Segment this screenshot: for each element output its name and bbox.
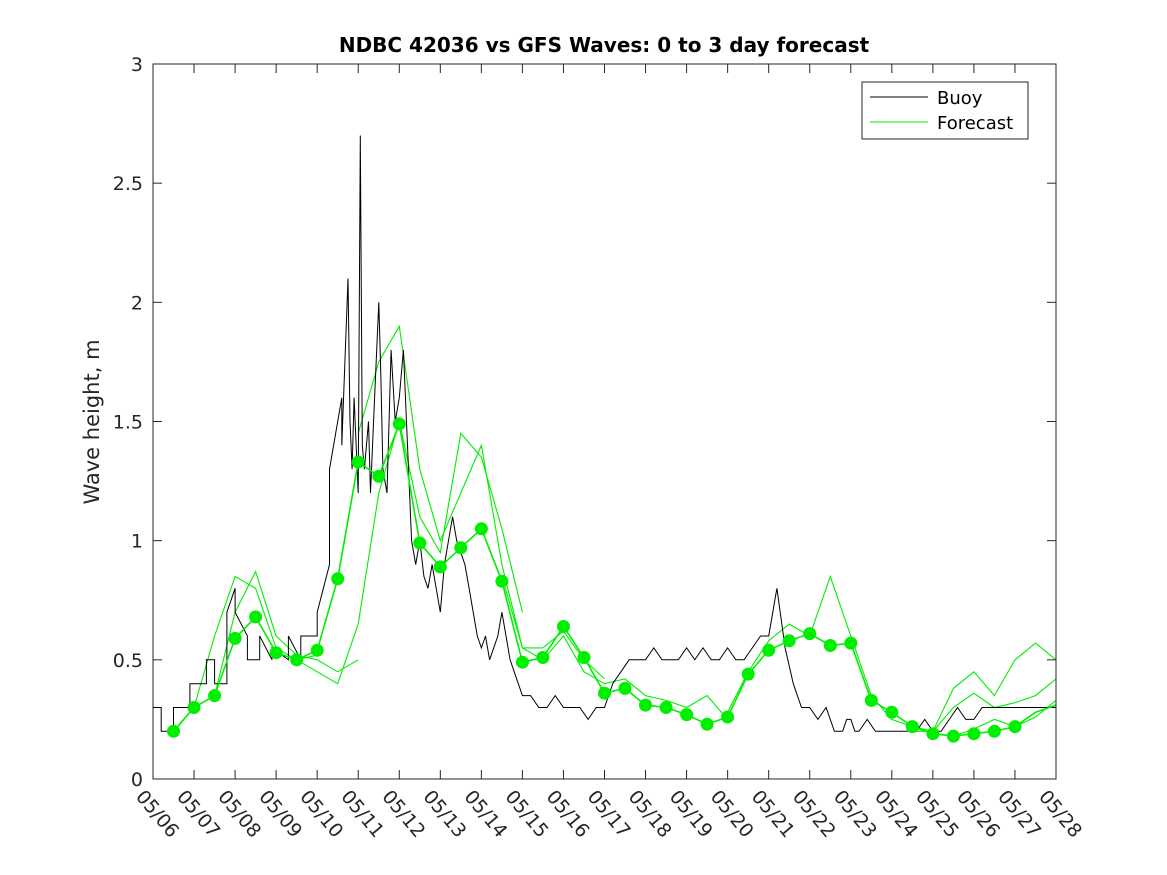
axes-background xyxy=(153,64,1056,779)
forecast-point xyxy=(290,653,304,667)
forecast-point xyxy=(762,643,776,657)
y-tick-label: 3 xyxy=(131,54,143,76)
forecast-point xyxy=(577,651,591,664)
forecast-point xyxy=(249,610,263,624)
forecast-point xyxy=(310,643,324,657)
legend-label-buoy: Buoy xyxy=(937,88,983,109)
forecast-point xyxy=(536,651,550,664)
y-tick-label: 0.5 xyxy=(113,650,143,672)
legend-box xyxy=(861,81,1029,140)
forecast-point xyxy=(823,639,837,652)
forecast-point xyxy=(741,667,755,681)
forecast-point xyxy=(885,705,899,719)
forecast-point xyxy=(967,727,981,741)
forecast-point xyxy=(351,455,365,469)
y-tick-label: 2.5 xyxy=(113,173,143,195)
forecast-point xyxy=(680,708,694,722)
y-axis-label: Wave height, m xyxy=(80,339,104,504)
plot-area xyxy=(152,63,1057,780)
series-line-buoy xyxy=(153,135,1056,732)
legend-label-forecast: Forecast xyxy=(937,113,1013,134)
forecast-point xyxy=(618,681,632,695)
forecast-point xyxy=(269,646,283,660)
forecast-point xyxy=(228,631,242,645)
forecast-point xyxy=(392,417,406,431)
forecast-point xyxy=(474,522,488,536)
forecast-run-line-6 xyxy=(912,678,1056,732)
forecast-point xyxy=(987,724,1001,738)
forecast-point xyxy=(413,536,427,550)
forecast-point xyxy=(1008,720,1022,734)
y-tick-label: 1 xyxy=(131,531,143,553)
y-tick-label: 0 xyxy=(131,769,143,791)
y-axis-ticks: 0 0.5 1 1.5 2 2.5 3 xyxy=(113,54,1056,791)
y-tick-label: 2 xyxy=(131,292,143,314)
forecast-point xyxy=(433,560,447,574)
forecast-point xyxy=(167,724,180,738)
forecast-point xyxy=(639,698,652,712)
forecast-point xyxy=(700,717,714,731)
forecast-point xyxy=(372,469,386,483)
forecast-point xyxy=(721,710,735,724)
forecast-point xyxy=(557,620,570,633)
forecast-run-line-1 xyxy=(214,570,359,696)
forecast-point xyxy=(187,701,201,714)
forecast-point xyxy=(905,720,919,734)
legend: Buoy Forecast xyxy=(861,81,1029,140)
forecast-point xyxy=(926,727,940,741)
forecast-point xyxy=(208,689,222,703)
forecast-point xyxy=(598,686,611,700)
series-group xyxy=(153,135,1056,743)
forecast-point xyxy=(946,729,960,743)
forecast-run-line-2 xyxy=(296,421,523,685)
forecast-point xyxy=(782,634,796,648)
forecast-point xyxy=(864,693,878,707)
forecast-point xyxy=(515,655,529,669)
forecast-point xyxy=(495,574,509,588)
forecast-point xyxy=(844,636,858,650)
forecast-point xyxy=(659,701,673,714)
forecast-point xyxy=(454,541,468,555)
chart-title: NDBC 42036 vs GFS Waves: 0 to 3 day fore… xyxy=(339,33,870,57)
forecast-point xyxy=(331,572,345,586)
forecast-point xyxy=(803,627,817,641)
y-tick-label: 1.5 xyxy=(113,412,143,434)
